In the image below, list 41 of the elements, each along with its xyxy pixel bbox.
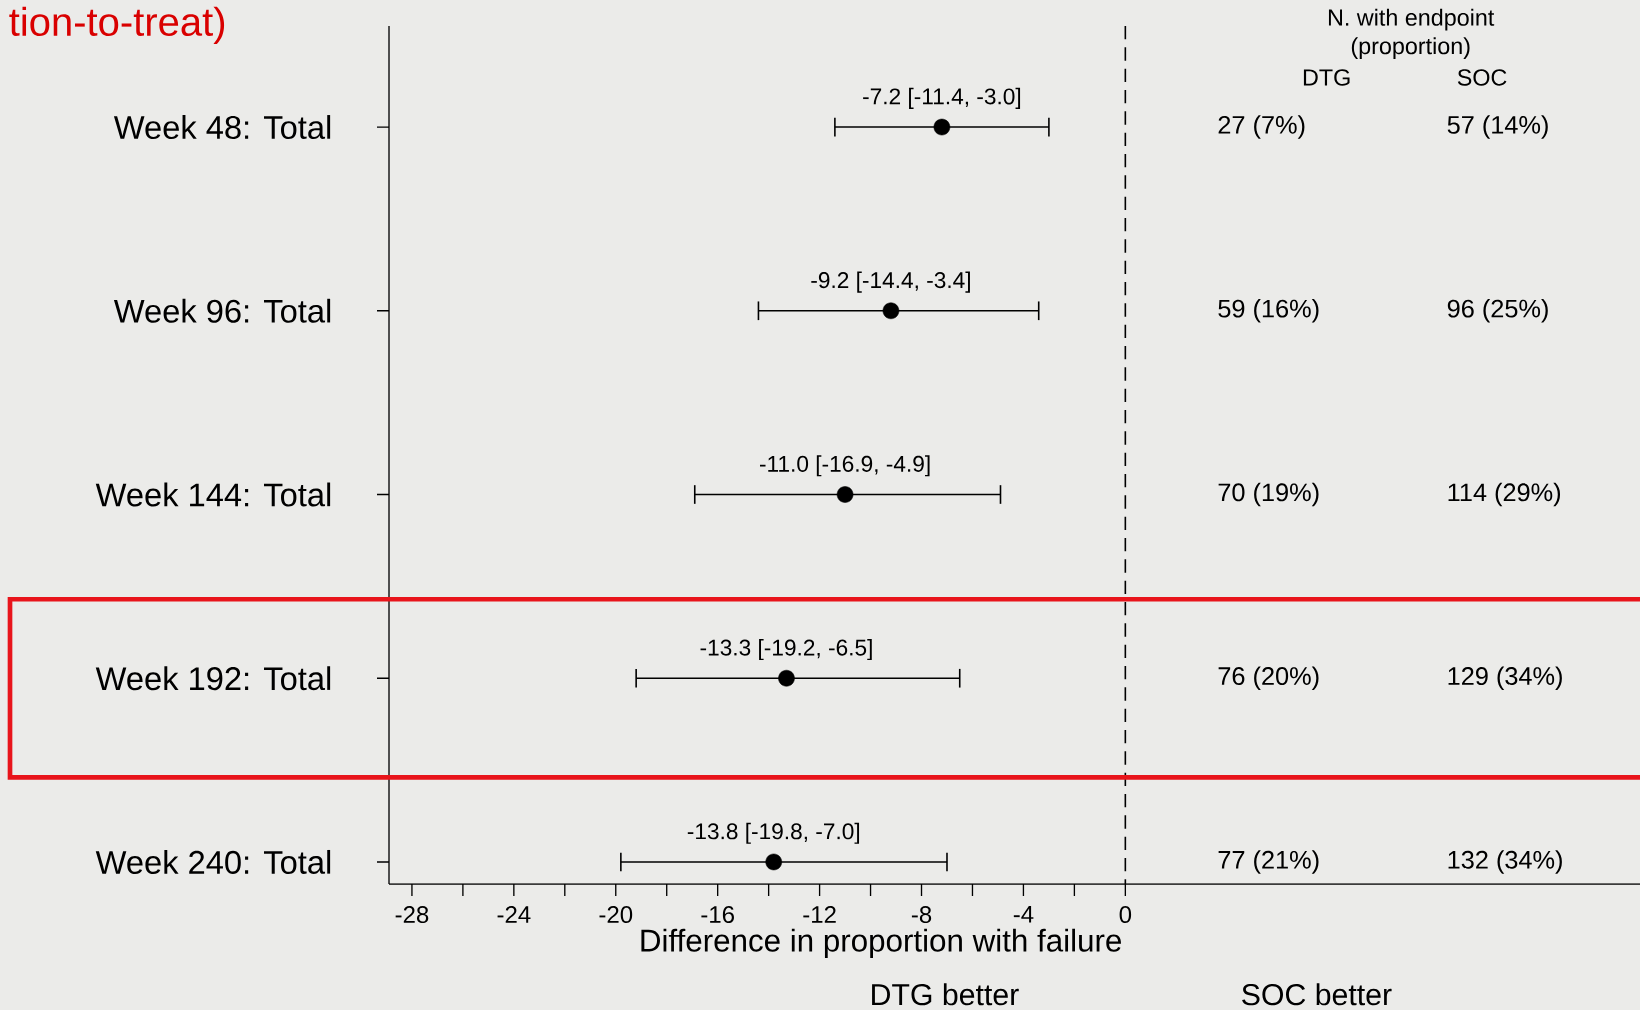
annotation: 57 (14%): [1447, 115, 1548, 139]
y-tick-label: Week 240: Total: [95, 849, 331, 874]
point: [882, 302, 900, 320]
x-tick-label: -8: [911, 906, 932, 924]
annotation: 59 (16%): [1218, 298, 1319, 323]
annotation: 27 (7%): [1218, 115, 1305, 139]
annotation: 114 (29%): [1448, 482, 1561, 507]
point: [836, 486, 854, 503]
annotation: 77 (21%): [1218, 850, 1319, 874]
annotation: 129 (34%): [1448, 666, 1562, 691]
annotation: 70 (19%): [1218, 482, 1319, 507]
annotation: DTG: [1303, 69, 1350, 86]
x-tick-label: -16: [701, 906, 734, 924]
chart-title: tion-to-treat): [9, 6, 225, 44]
x-axis-title: Difference in proportion with failure: [641, 928, 1121, 958]
y-tick-label: Week 96: Total: [113, 298, 331, 323]
x-tick-label: -28: [395, 906, 429, 924]
data-label: -13.3 [-19.2, -6.5]: [700, 638, 872, 661]
x-tick-label: 0: [1119, 906, 1132, 924]
point: [765, 853, 783, 871]
y-tick-label: Week 48: Total: [113, 115, 331, 140]
data-label: -9.2 [-14.4, -3.4]: [811, 271, 970, 293]
annotation: 132 (34%): [1448, 850, 1562, 874]
annotation: SOC: [1457, 69, 1507, 86]
data-label: -7.2 [-11.4, -3.0]: [863, 87, 1021, 109]
data-label: -13.8 [-19.8, -7.0]: [687, 822, 860, 844]
point: [778, 669, 795, 687]
y-tick-label: Week 144: Total: [95, 482, 331, 507]
annotation: 76 (20%): [1218, 666, 1319, 691]
text: DTG better: [872, 983, 1019, 1006]
annotation: (proportion): [1351, 37, 1470, 59]
annotation: N. with endpoint: [1328, 8, 1495, 31]
annotation: 96 (25%): [1447, 298, 1548, 323]
point: [933, 118, 951, 136]
data-label: -11.0 [-16.9, -4.9]: [759, 455, 930, 477]
x-tick-label: -4: [1013, 906, 1034, 923]
text: SOC better: [1242, 983, 1392, 1006]
x-tick-label: -20: [599, 906, 633, 924]
y-tick-label: Week 192: Total: [95, 666, 331, 691]
x-tick-label: -24: [497, 906, 531, 923]
x-tick-label: -12: [803, 906, 836, 923]
